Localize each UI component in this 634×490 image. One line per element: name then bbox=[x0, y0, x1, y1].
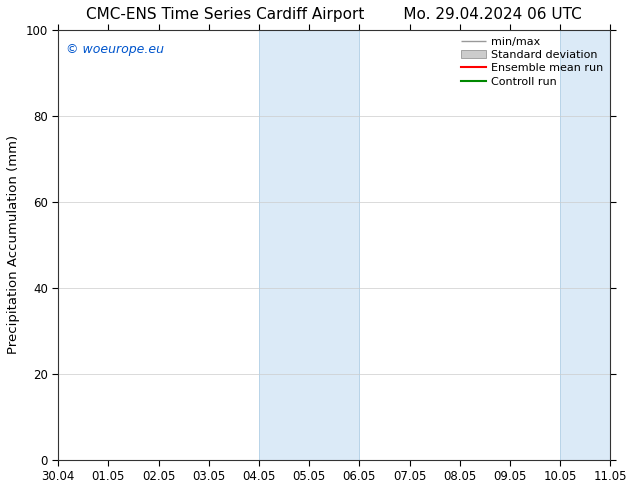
Y-axis label: Precipitation Accumulation (mm): Precipitation Accumulation (mm) bbox=[7, 135, 20, 354]
Title: CMC-ENS Time Series Cardiff Airport        Mo. 29.04.2024 06 UTC: CMC-ENS Time Series Cardiff Airport Mo. … bbox=[86, 7, 582, 22]
Bar bbox=[560, 30, 634, 460]
Text: © woeurope.eu: © woeurope.eu bbox=[67, 43, 164, 56]
Bar bbox=[259, 30, 359, 460]
Legend: min/max, Standard deviation, Ensemble mean run, Controll run: min/max, Standard deviation, Ensemble me… bbox=[457, 32, 608, 91]
